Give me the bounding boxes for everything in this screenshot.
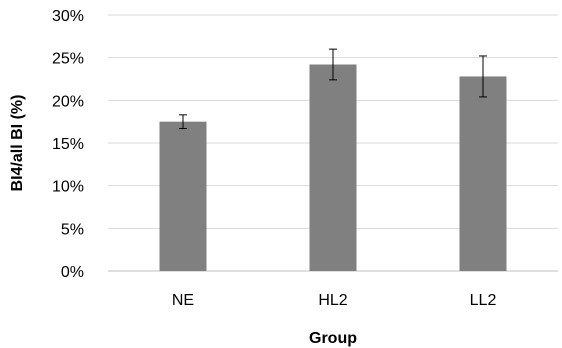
x-tick-labels: NE HL2 LL2 <box>172 292 497 309</box>
x-tick-label: HL2 <box>318 292 347 309</box>
bar-hl2 <box>309 64 357 271</box>
error-bar-ll2 <box>479 55 487 98</box>
y-tick-label: 10% <box>52 179 84 196</box>
bars <box>159 64 507 272</box>
y-tick-label: 25% <box>52 51 84 68</box>
error-bar-hl2 <box>329 48 337 81</box>
error-bar-ne <box>179 114 187 129</box>
y-axis-title: BI4/all BI (%) <box>9 95 26 192</box>
y-tick-label: 5% <box>61 221 84 238</box>
y-tick-label: 30% <box>52 8 84 25</box>
x-tick-label: LL2 <box>470 292 497 309</box>
x-axis-title: Group <box>309 330 357 347</box>
y-tick-label: 15% <box>52 136 84 153</box>
bar-ll2 <box>459 76 507 271</box>
y-tick-label: 20% <box>52 93 84 110</box>
y-tick-labels: 0% 5% 10% 15% 20% 25% 30% <box>52 8 84 281</box>
x-tick-label: NE <box>172 292 194 309</box>
error-bars <box>179 48 487 129</box>
y-tick-label: 0% <box>61 264 84 281</box>
bar-ne <box>159 121 207 272</box>
